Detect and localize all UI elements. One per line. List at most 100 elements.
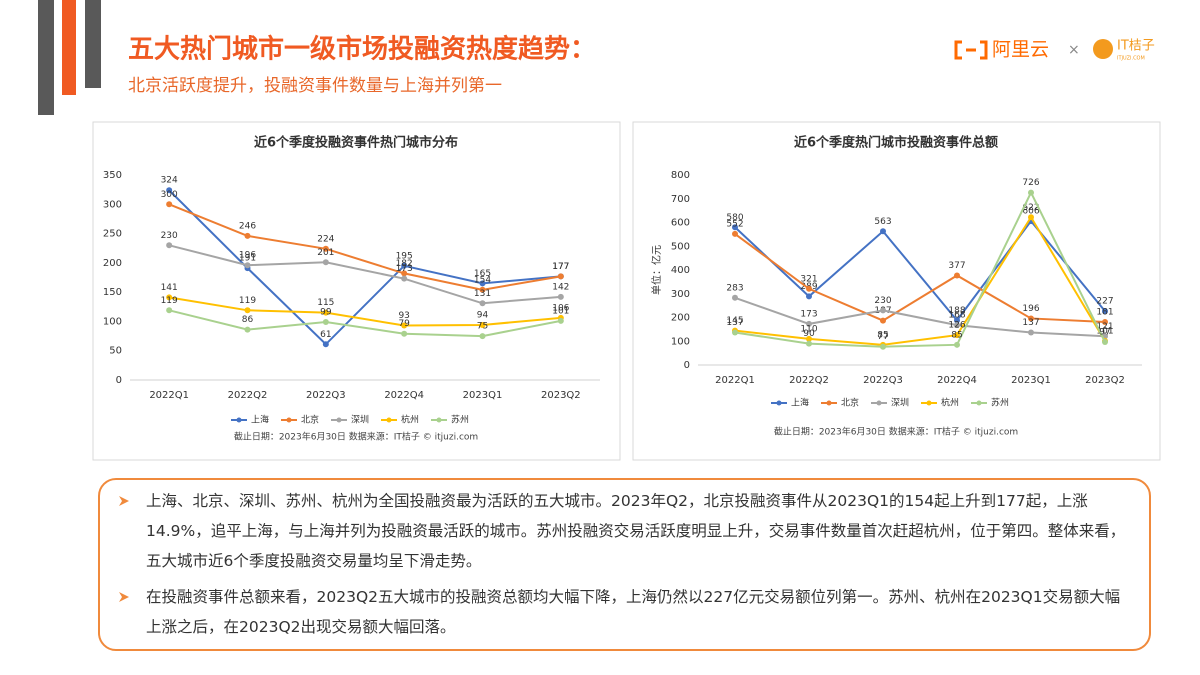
source-note: 截止日期：2023年6月30日 数据来源：IT桔子 © itjuzi.com [774,426,1018,438]
itjuzi-icon [1093,39,1113,59]
point [479,280,486,287]
data-label: 90 [803,329,815,339]
legend-label: 杭州 [941,397,959,409]
bullet-icon [119,592,129,602]
data-label: 300 [161,190,178,200]
line [168,189,561,346]
point [880,307,886,314]
y-tick-label: 350 [103,170,122,181]
y-tick-label: 300 [671,289,690,300]
line [168,309,562,338]
legend-marker [436,417,442,423]
point [1028,189,1034,196]
legend-marker [876,400,882,406]
line [734,233,1106,324]
point [954,272,960,279]
legend-label: 北京 [841,397,859,409]
data-label: 110 [800,324,817,334]
data-label: 195 [396,251,413,261]
data-label: 321 [800,274,817,284]
y-tick-label: 600 [671,218,690,229]
point [557,317,564,324]
x-tick-label: 2023Q2 [541,390,581,401]
x-tick-label: 2023Q1 [463,390,503,401]
legend-label: 深圳 [351,415,369,426]
line [734,215,1106,346]
data-label: 94 [477,310,489,320]
data-label: 224 [317,234,334,244]
legend-label: 北京 [301,414,319,426]
data-label: 177 [552,262,569,272]
data-label: 177 [552,262,569,272]
data-label: 377 [948,261,965,271]
legend-label: 深圳 [891,398,909,409]
data-label: 154 [474,275,491,285]
x-tick-label: 2022Q1 [149,390,189,401]
data-label: 131 [474,289,491,299]
deco-bar [85,0,101,88]
data-label: 115 [317,298,334,308]
data-label: 61 [320,330,331,340]
data-label: 227 [1096,297,1113,307]
point [166,187,173,194]
point [244,262,251,269]
data-label: 93 [398,311,409,321]
point [401,270,408,277]
legend-label: 上海 [791,397,809,409]
x-tick-label: 2022Q4 [384,390,424,401]
data-label: 137 [1022,318,1039,328]
data-label: 75 [477,322,488,332]
y-tick-label: 700 [671,194,690,205]
data-label: 230 [874,296,891,306]
data-label: 173 [396,264,413,274]
data-label: 230 [161,231,178,241]
data-label: 142 [552,282,569,292]
bullet-text: 在投融资事件总额来看，2023Q2五大城市的投融资总额均大幅下降，上海仍然以22… [146,588,1121,636]
x-tick-label: 2022Q2 [228,390,268,401]
point [732,329,738,336]
point [880,317,886,324]
data-label: 101 [1096,327,1113,337]
point [954,317,960,324]
legend-marker [336,417,342,423]
data-label: 552 [726,219,743,229]
y-tick-label: 200 [103,258,122,269]
point [401,330,408,337]
x-tick-label: 2022Q1 [715,375,755,386]
point [479,333,486,340]
line [169,296,561,327]
point [1028,329,1034,336]
point [557,293,564,300]
y-axis-label: 单位：亿元 [650,245,663,295]
data-label: 173 [800,309,817,319]
line [168,244,561,305]
point [1102,338,1108,345]
bullet: 上海、北京、深圳、苏州、杭州为全国投融资最为活跃的五大城市。2023年Q2，北京… [119,486,1129,576]
x-tick-label: 2023Q2 [1085,375,1125,386]
data-label: 97 [1099,327,1110,337]
y-tick-label: 50 [109,346,122,357]
data-label: 622 [1022,203,1039,213]
data-label: 726 [1022,178,1039,188]
data-label: 196 [1022,304,1039,314]
point [880,228,886,235]
data-label: 119 [161,296,178,306]
point [322,259,329,266]
source-note: 截止日期：2023年6月30日 数据来源：IT桔子 © itjuzi.com [234,431,478,443]
point [401,262,408,269]
point [166,307,173,314]
data-label: 201 [317,248,334,258]
data-label: 85 [877,330,888,340]
bullet-icon [119,496,129,506]
data-label: 324 [161,176,178,186]
y-tick-label: 150 [103,287,122,298]
point [166,242,173,249]
data-label: 141 [161,283,178,293]
y-tick-label: 300 [103,199,122,210]
data-label: 79 [398,319,410,329]
bullet-box: 上海、北京、深圳、苏州、杭州为全国投融资最为活跃的五大城市。2023年Q2，北京… [98,478,1151,651]
point [322,319,329,326]
data-label: 119 [239,296,256,306]
point [954,322,960,329]
